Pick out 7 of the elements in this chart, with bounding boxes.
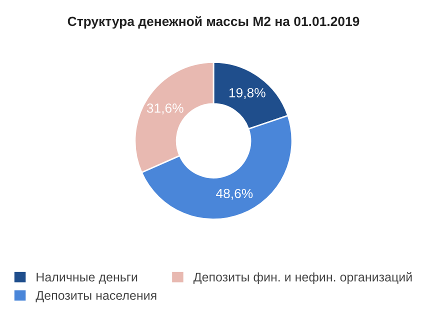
data-label: 31,6% bbox=[146, 103, 184, 114]
legend-label: Депозиты фин. и нефин. организаций bbox=[193, 272, 412, 284]
chart-title: Структура денежной массы М2 на 01.01.2019 bbox=[68, 16, 360, 29]
data-label: 48,6% bbox=[216, 188, 253, 200]
data-label: 19,8% bbox=[229, 88, 266, 99]
legend-label: Депозиты населения bbox=[36, 291, 156, 302]
legend-label: Наличные деньги bbox=[36, 272, 138, 284]
